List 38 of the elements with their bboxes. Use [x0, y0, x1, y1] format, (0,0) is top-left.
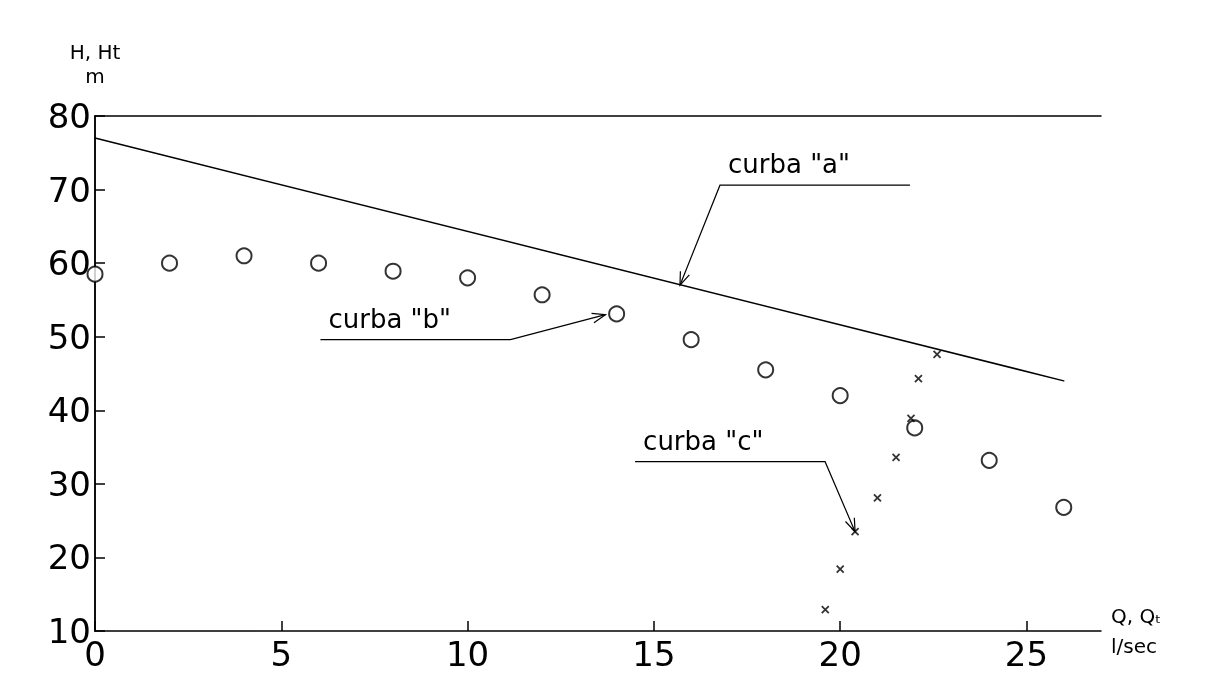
- y-axis-title: H, Ht m: [69, 40, 121, 88]
- x-tick-label: 5: [270, 634, 293, 674]
- point: [161, 254, 179, 272]
- y-tick-label: 30: [47, 463, 91, 504]
- point: [682, 331, 700, 349]
- annotation: curba "a": [727, 149, 850, 180]
- point: [1055, 498, 1073, 516]
- y-tick-label: 70: [47, 169, 91, 210]
- point: [533, 286, 551, 304]
- y-tick-label: 40: [47, 390, 91, 431]
- x-tick-label: 25: [1004, 634, 1049, 674]
- point: [831, 387, 849, 405]
- point: [873, 493, 882, 503]
- x-tick-label: 15: [632, 634, 676, 674]
- point: [914, 374, 923, 384]
- y-tick-label: 20: [47, 537, 91, 578]
- point: [310, 254, 328, 272]
- point: [835, 564, 845, 574]
- y-tick-label: 60: [47, 243, 91, 284]
- x-tick-label: 20: [818, 634, 862, 674]
- point: [906, 413, 916, 423]
- point: [384, 262, 402, 280]
- x-axis-title: Q, Qₜ l/sec: [1111, 604, 1162, 658]
- point: [608, 305, 626, 323]
- point: [235, 247, 253, 265]
- annotation: curba "b": [328, 303, 452, 334]
- point: [980, 451, 998, 469]
- point: [850, 527, 860, 537]
- point: [459, 269, 477, 287]
- annotation: curba "c": [643, 425, 764, 456]
- point: [906, 419, 924, 437]
- y-tick-label: 50: [47, 316, 91, 357]
- y-tick-label: 80: [47, 96, 91, 136]
- point: [891, 452, 901, 462]
- x-tick-label: 10: [445, 634, 490, 674]
- point: [757, 361, 775, 379]
- point: [932, 349, 942, 359]
- point: [820, 605, 830, 615]
